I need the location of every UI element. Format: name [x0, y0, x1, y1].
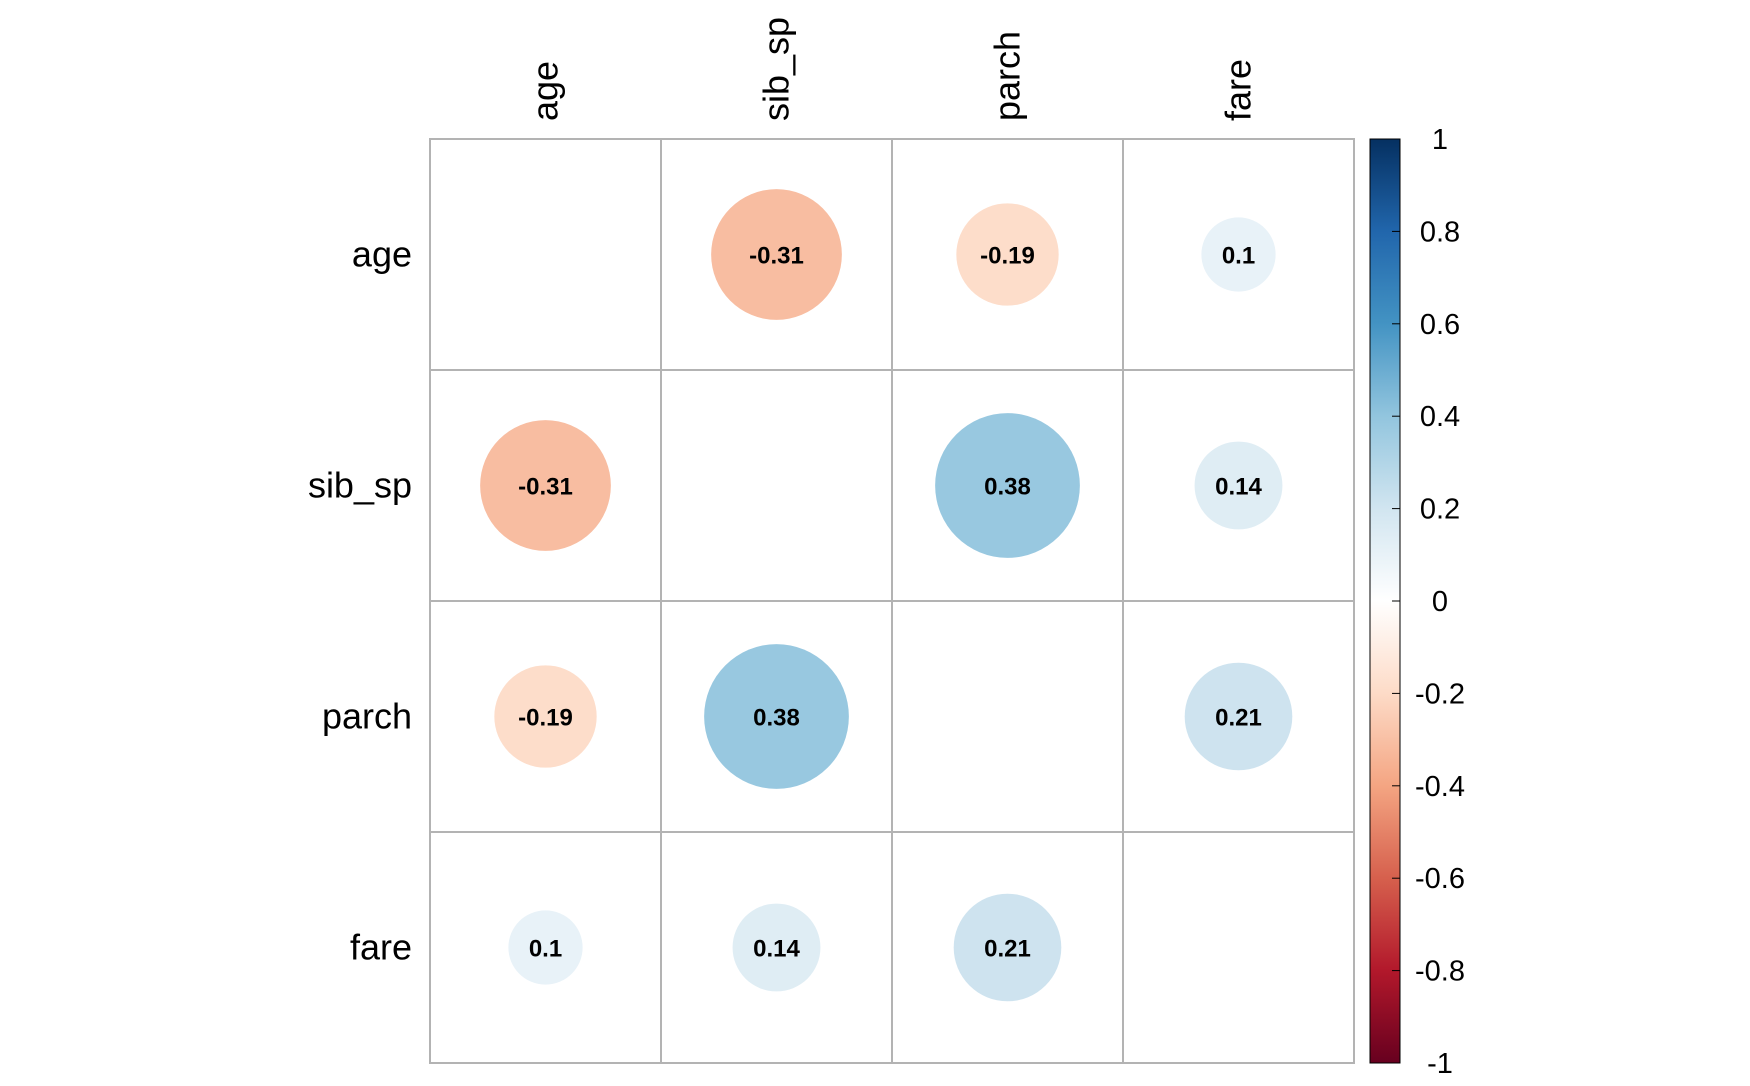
grid-cell-sib_sp-sib_sp	[660, 369, 893, 602]
legend-tick-label: 1	[1432, 124, 1448, 156]
correlation-values: -0.31 -0.19 0.1 -0.31 0.38 0.14 -0.19 0.38 0.21 0…	[518, 243, 1262, 963]
corr-value-parch-fare: 0.21	[1215, 705, 1262, 732]
corr-value-fare-age: 0.1	[529, 936, 562, 963]
legend-tick-label: -0.6	[1415, 863, 1465, 895]
col-label-age: age	[525, 61, 566, 121]
grid-cell-fare-fare	[1122, 831, 1355, 1064]
corr-circle-age-fare	[1201, 217, 1276, 292]
legend-tick-label: 0.6	[1420, 309, 1460, 341]
corr-value-sib_sp-parch: 0.38	[984, 474, 1031, 501]
legend-tick-label: 0.2	[1420, 494, 1460, 526]
corr-value-sib_sp-fare: 0.14	[1215, 474, 1262, 501]
corr-value-age-parch: -0.19	[980, 243, 1035, 270]
col-label-sib_sp: sib_sp	[756, 17, 797, 121]
grid-cell-parch-parch	[891, 600, 1124, 833]
legend-tick-label: -0.2	[1415, 678, 1465, 710]
corr-value-fare-sib_sp: 0.14	[753, 936, 800, 963]
legend-tick-label: 0	[1432, 586, 1448, 618]
grid-cell-age-age	[429, 138, 662, 371]
corr-value-sib_sp-age: -0.31	[518, 474, 573, 501]
legend-tick-label: -1	[1427, 1048, 1453, 1080]
corr-circle-parch-age	[494, 665, 597, 768]
legend-tick-label: 0.4	[1420, 401, 1460, 433]
corr-circle-age-parch	[956, 203, 1059, 306]
col-label-fare: fare	[1218, 59, 1259, 121]
legend-tick-label: -0.8	[1415, 956, 1465, 988]
row-label-fare: fare	[350, 927, 412, 968]
legend-tick-label: 0.8	[1420, 216, 1460, 248]
corr-circle-age-sib_sp	[711, 189, 842, 320]
row-label-parch: parch	[322, 696, 412, 737]
corr-circle-parch-sib_sp	[704, 644, 849, 789]
corr-circle-fare-sib_sp	[732, 903, 821, 992]
column-labels: age sib_sp parch fare	[525, 17, 1259, 121]
row-label-age: age	[352, 234, 412, 275]
correlation-circles	[480, 189, 1293, 1002]
corr-value-age-fare: 0.1	[1222, 243, 1255, 270]
corr-circle-fare-age	[508, 910, 583, 985]
corr-circle-sib_sp-fare	[1194, 441, 1283, 530]
col-label-parch: parch	[987, 31, 1028, 121]
corr-circle-sib_sp-parch	[935, 413, 1080, 558]
corr-value-parch-sib_sp: 0.38	[753, 705, 800, 732]
corr-circle-sib_sp-age	[480, 420, 611, 551]
corr-circle-fare-parch	[953, 893, 1062, 1002]
corr-value-parch-age: -0.19	[518, 705, 573, 732]
corr-circle-parch-fare	[1184, 662, 1293, 771]
corr-value-fare-parch: 0.21	[984, 936, 1031, 963]
matrix-grid	[429, 138, 1355, 1064]
legend-tick-label: -0.4	[1415, 771, 1465, 803]
corr-value-age-sib_sp: -0.31	[749, 243, 804, 270]
color-legend: 1 0.8 0.6 0.4 0.2 0 -0.2 -0.4 -0.6 -0.8 -1	[1369, 124, 1465, 1080]
row-label-sib_sp: sib_sp	[308, 465, 412, 506]
grid-cell-fare-sib_sp	[660, 831, 893, 1064]
